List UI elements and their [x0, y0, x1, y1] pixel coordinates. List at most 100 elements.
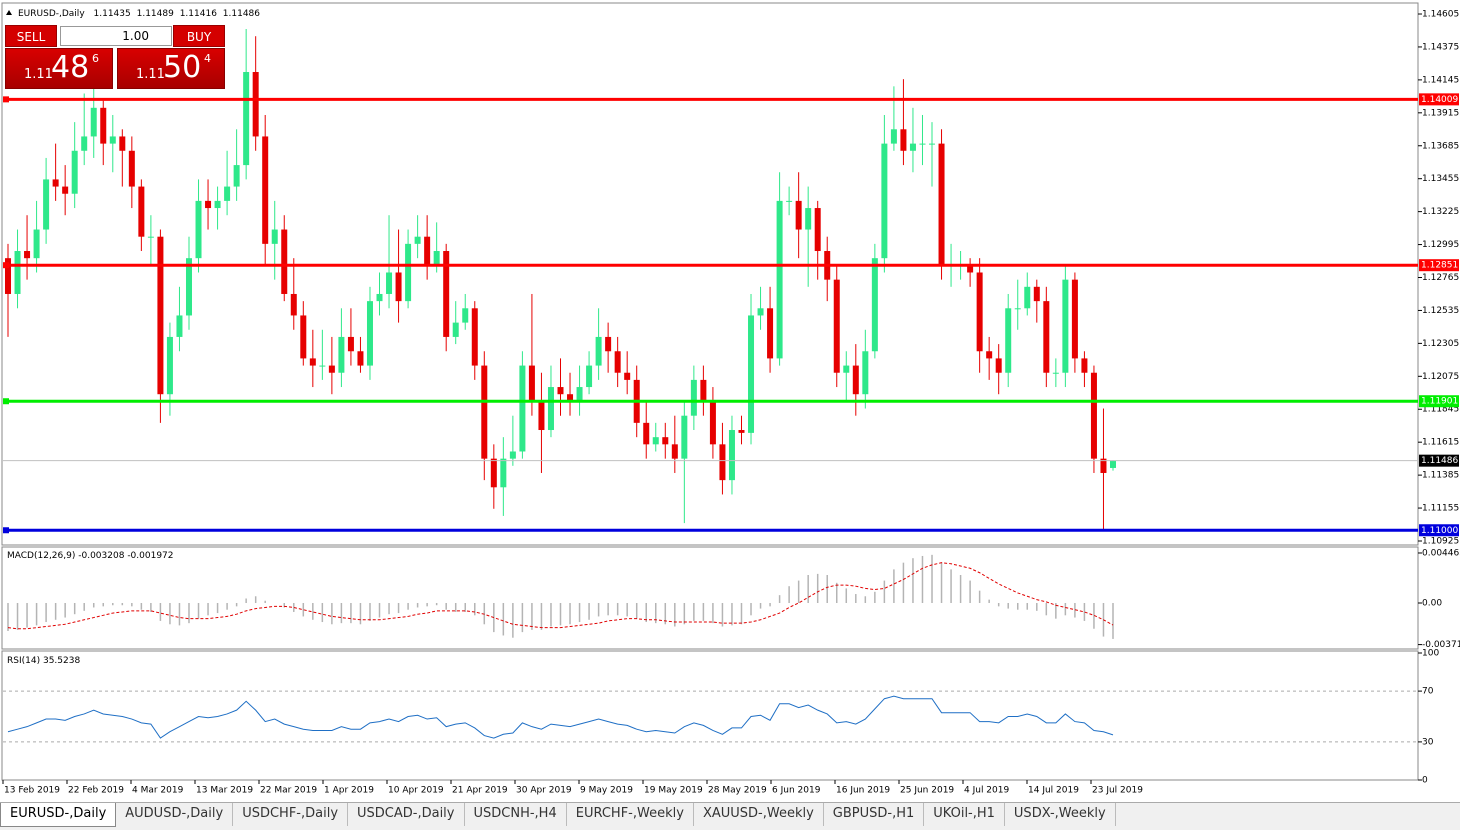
- chart-tab[interactable]: AUDUSD-,Daily: [116, 803, 234, 826]
- candle-body: [1043, 301, 1050, 373]
- candle-body: [700, 379, 707, 402]
- ask-small: 4: [204, 52, 211, 65]
- ohlc-high: 1.11489: [137, 9, 174, 19]
- candle-body: [5, 258, 11, 294]
- x-tick-label: 22 Mar 2019: [260, 786, 317, 796]
- chart-tab[interactable]: EURCHF-,Weekly: [567, 803, 694, 826]
- candle-body: [890, 129, 897, 144]
- collapse-icon[interactable]: [6, 10, 12, 15]
- candle-body: [776, 200, 783, 359]
- sell-button[interactable]: SELL: [5, 25, 57, 47]
- candle-body: [719, 444, 726, 481]
- macd-value: -0.003208: [78, 551, 124, 561]
- y-tick-label: 1.13455: [1422, 174, 1459, 184]
- signal-line: [7, 562, 1114, 630]
- candle-body: [147, 236, 154, 238]
- level-box: [1419, 524, 1459, 537]
- ohlc-open: 1.11435: [94, 9, 131, 19]
- chart-tab[interactable]: XAUUSD-,Weekly: [694, 803, 824, 826]
- chart-tab[interactable]: EURUSD-,Daily: [0, 803, 117, 827]
- y-tick-label: 0: [1422, 776, 1428, 786]
- candle-body: [414, 236, 421, 244]
- candle-body: [709, 401, 716, 445]
- candle-body: [347, 336, 354, 352]
- chart-tab[interactable]: USDX-,Weekly: [1005, 803, 1116, 826]
- candle-body: [519, 365, 526, 452]
- candle-body: [1062, 279, 1069, 373]
- candle-body: [643, 422, 650, 445]
- chart-tab[interactable]: USDCNH-,H4: [465, 803, 567, 826]
- y-tick-label: 30: [1422, 737, 1434, 747]
- bid-quote[interactable]: 1.11 48 6: [5, 48, 113, 89]
- candle-body: [986, 351, 993, 359]
- y-tick-label: -0.003715: [1422, 640, 1460, 650]
- candle-body: [652, 437, 659, 445]
- candle-body: [728, 430, 735, 481]
- ask-quote[interactable]: 1.11 50 4: [117, 48, 225, 89]
- candle-body: [586, 365, 593, 388]
- candle-body: [576, 387, 583, 402]
- rsi-frame: [1, 650, 1419, 781]
- candle-body: [176, 315, 183, 337]
- y-tick-label: 1.14145: [1422, 75, 1459, 85]
- y-tick-label: 1.13915: [1422, 108, 1459, 118]
- candle-body: [24, 251, 31, 259]
- chart-header: EURUSD-,Daily 1.11435 1.11489 1.11416 1.…: [18, 9, 260, 19]
- y-tick-label: 1.12075: [1422, 372, 1459, 382]
- x-tick-label: 22 Feb 2019: [68, 786, 124, 796]
- chart-tab[interactable]: USDCAD-,Daily: [348, 803, 465, 826]
- candle-body: [405, 243, 412, 302]
- y-tick-label: 1.11615: [1422, 438, 1459, 448]
- chart-tab[interactable]: UKOil-,H1: [924, 803, 1005, 826]
- rsi-line: [7, 695, 1114, 739]
- candle-body: [481, 365, 488, 459]
- macd-name: MACD(12,26,9): [7, 551, 75, 561]
- level-label: 1.11901: [1421, 397, 1458, 407]
- candle-body: [433, 251, 440, 266]
- volume-input[interactable]: 1.00: [60, 26, 172, 46]
- y-tick-label: 1.12305: [1422, 339, 1459, 349]
- candle-body: [262, 136, 269, 244]
- candle-body: [624, 372, 631, 380]
- ask-big: 1.11: [136, 67, 165, 82]
- candle-body: [33, 229, 40, 259]
- candle-body: [862, 351, 869, 395]
- candle-body: [738, 430, 745, 433]
- candle-body: [328, 365, 335, 373]
- candle-body: [662, 437, 669, 445]
- candle-body: [900, 129, 907, 151]
- candle-body: [243, 72, 250, 166]
- candle-body: [1033, 286, 1040, 302]
- candle-body: [767, 308, 774, 359]
- buy-button[interactable]: BUY: [173, 25, 225, 47]
- candle-body: [757, 308, 764, 316]
- level-handle: [3, 262, 9, 269]
- candle-body: [386, 272, 393, 294]
- candle-body: [595, 336, 602, 366]
- y-tick-label: 0.00: [1422, 598, 1442, 608]
- candle-body: [490, 458, 497, 488]
- candle-body: [805, 208, 812, 230]
- x-tick-label: 16 Jun 2019: [836, 786, 890, 796]
- rsi-name: RSI(14): [7, 656, 40, 666]
- chart-tab[interactable]: USDCHF-,Daily: [233, 803, 349, 826]
- candle-body: [976, 272, 983, 352]
- ohlc-low: 1.11416: [180, 9, 217, 19]
- symbol: EURUSD-,Daily: [18, 9, 85, 19]
- x-tick-label: 9 May 2019: [580, 786, 633, 796]
- candle-body: [271, 229, 278, 244]
- y-tick-label: 1.11845: [1422, 405, 1459, 415]
- candle-body: [166, 336, 173, 395]
- candle-body: [500, 458, 507, 488]
- candle-body: [443, 251, 450, 337]
- x-tick-label: 21 Apr 2019: [452, 786, 508, 796]
- candle-body: [309, 358, 316, 366]
- level-box: [1419, 259, 1459, 272]
- level-label: 1.12851: [1421, 261, 1458, 271]
- chart-tab[interactable]: GBPUSD-,H1: [824, 803, 925, 826]
- candle-body: [852, 365, 859, 395]
- level-label: 1.11000: [1421, 526, 1458, 536]
- candle-body: [290, 293, 297, 316]
- candle-body: [338, 336, 345, 373]
